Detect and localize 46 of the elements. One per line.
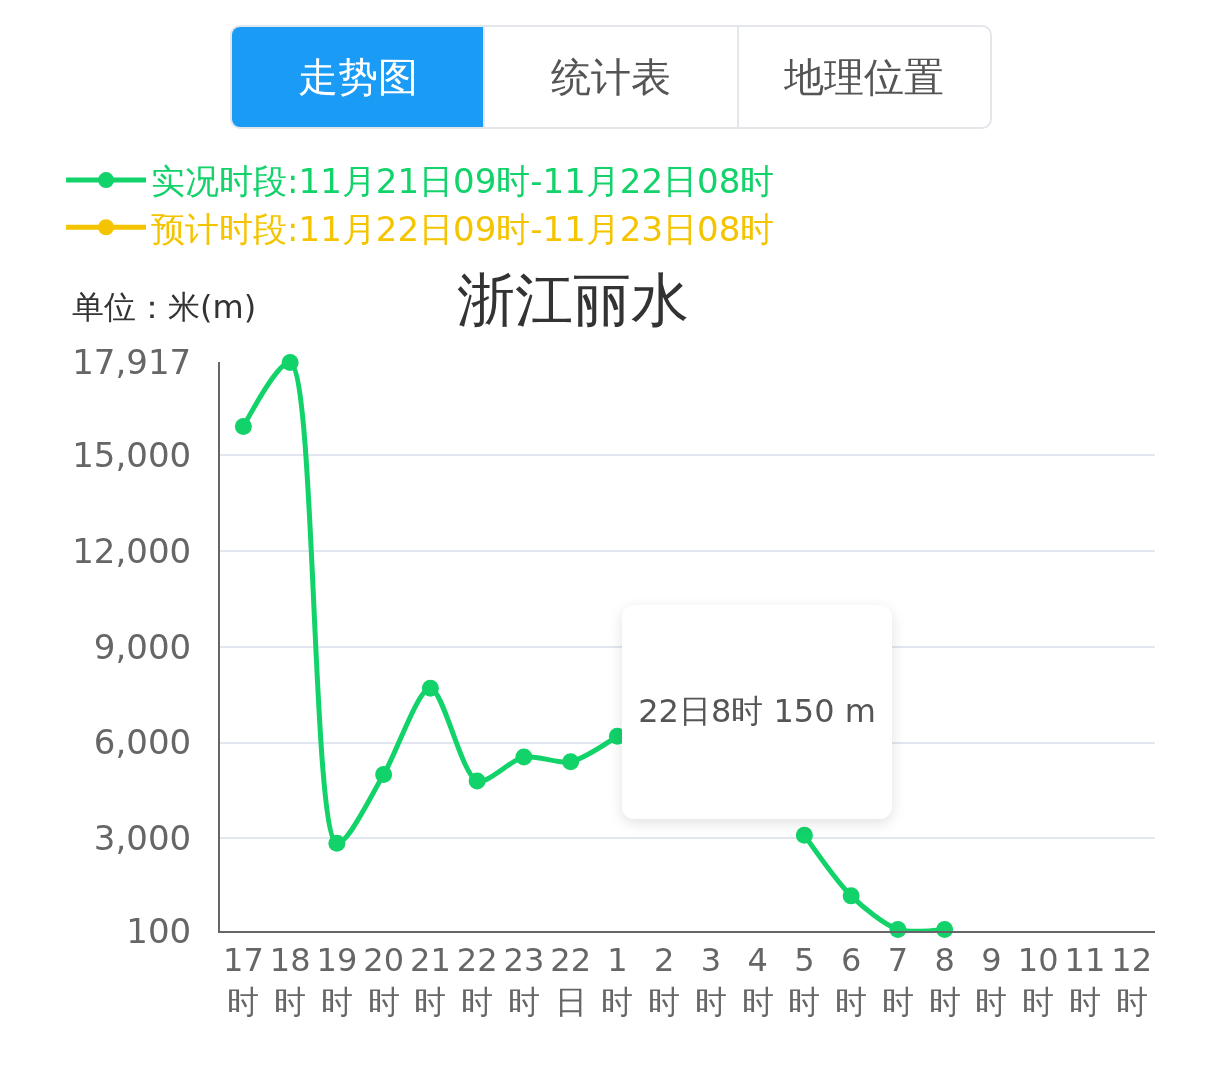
x-tick-label: 2时 [648, 941, 681, 1021]
x-tick-label: 12时 [1111, 941, 1152, 1021]
point [515, 748, 533, 766]
x-tick-label: 17时 [223, 941, 264, 1021]
y-tick-label: 17,917 [72, 341, 192, 382]
y-tick-label: 6,000 [93, 722, 192, 763]
y-tick-label: 9,000 [93, 626, 192, 667]
x-tick-label: 11时 [1064, 941, 1106, 1021]
x-tick-label: 4时 [741, 941, 774, 1021]
x-tick-label: 23时 [503, 941, 545, 1021]
point [328, 834, 346, 852]
annotation: 22日8时 150 m [638, 691, 876, 732]
chart-title: 浙江丽水 [457, 266, 690, 335]
point [468, 772, 486, 790]
y-tick-label: 100 [126, 910, 192, 951]
point [234, 417, 252, 435]
x-tick-label: 19时 [316, 941, 358, 1021]
x-tick-label: 6时 [835, 941, 868, 1021]
x-tick-label: 21时 [410, 941, 451, 1021]
text: 走势图 [232, 27, 484, 127]
legend-label: 预计时段:11月22日09时-11月23日08时 [151, 208, 775, 249]
point [562, 753, 580, 771]
y-tick-label: 12,000 [72, 530, 192, 571]
point [281, 354, 299, 372]
x-tick-label: 5时 [788, 941, 821, 1021]
x-tick-label: 22时 [456, 941, 498, 1021]
text: 地理位置 [736, 27, 990, 127]
x-tick-label: 10时 [1017, 941, 1059, 1021]
x-tick-label: 3时 [694, 941, 727, 1021]
x-tick-label: 8时 [928, 941, 961, 1021]
point [421, 679, 439, 697]
x-tick-label: 1时 [601, 941, 634, 1021]
x-tick-label: 22日 [550, 941, 591, 1021]
x-tick-label: 9时 [975, 941, 1008, 1021]
point [375, 766, 393, 783]
tooltip-box: 22日8时 150 m [622, 605, 892, 819]
y-tick-label: 3,000 [93, 818, 192, 859]
text: 统计表 [483, 27, 737, 127]
legend-label: 实况时段:11月21日09时-11月22日08时 [151, 161, 775, 202]
y-axis-title: 单位：米(m) [72, 288, 257, 326]
y-tick-label: 15,000 [72, 435, 192, 476]
x-tick-label: 18时 [269, 941, 311, 1021]
point [842, 887, 860, 905]
x-tick-label: 20时 [363, 941, 404, 1021]
x-tick-label: 7时 [881, 941, 914, 1021]
point [795, 826, 813, 844]
